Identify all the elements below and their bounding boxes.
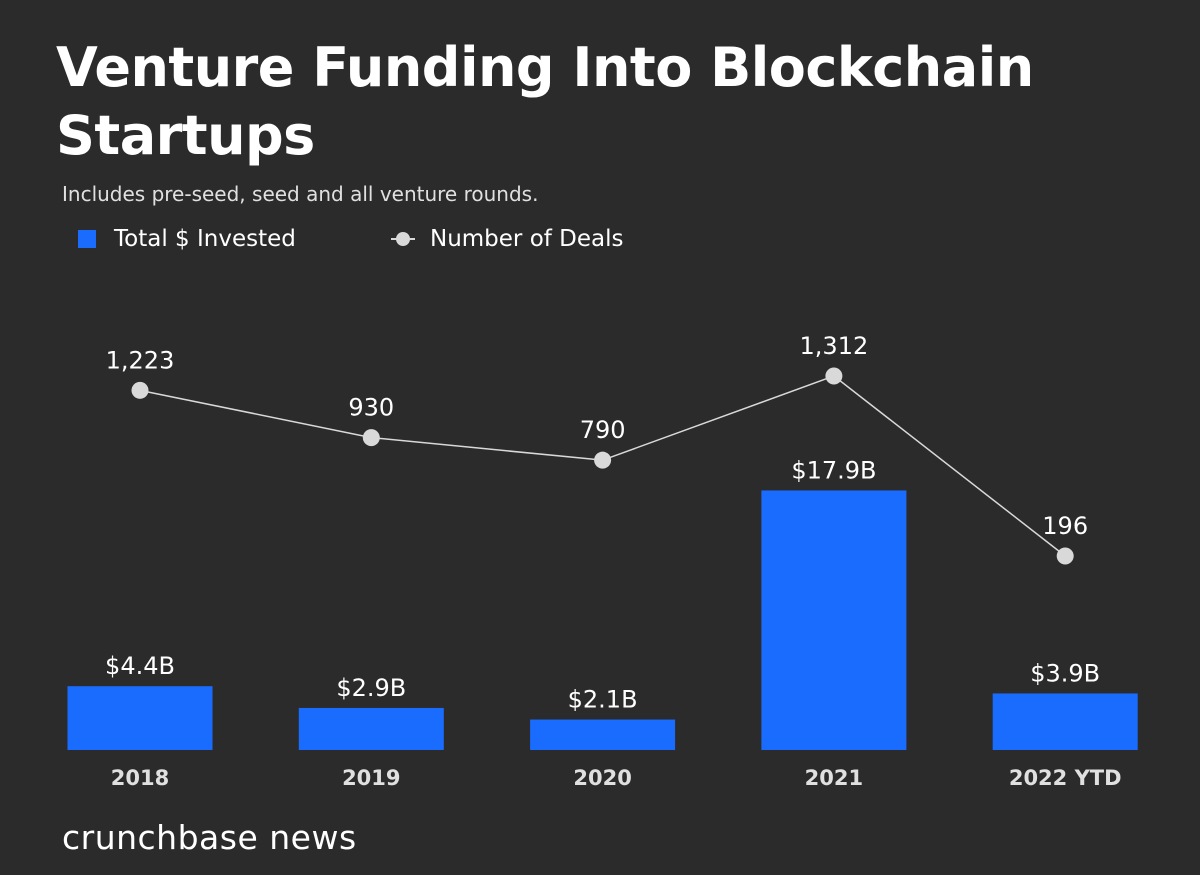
bar	[992, 693, 1138, 750]
bar-value-label: $2.1B	[568, 686, 638, 714]
legend-item-invested: Total $ Invested	[78, 226, 296, 252]
x-tick-label: 2019	[342, 766, 400, 790]
x-tick-label: 2021	[805, 766, 863, 790]
bar-value-label: $4.4B	[105, 652, 175, 680]
legend-item-deals: Number of Deals	[391, 226, 624, 252]
legend-label: Number of Deals	[430, 226, 624, 252]
bar	[67, 686, 213, 750]
deals-point	[1056, 547, 1074, 565]
bar	[298, 707, 444, 750]
legend-label: Total $ Invested	[114, 226, 296, 252]
deals-value-label: 196	[1042, 512, 1088, 540]
deals-value-label: 1,223	[106, 346, 175, 374]
deals-point	[362, 429, 380, 447]
bar-value-label: $2.9B	[336, 674, 406, 702]
deals-value-label: 790	[580, 416, 626, 444]
deals-value-label: 1,312	[800, 332, 869, 360]
legend-square-icon	[78, 230, 96, 248]
deals-point	[825, 367, 843, 385]
deals-value-label: 930	[348, 394, 394, 422]
deals-point	[594, 451, 612, 469]
chart-subtitle: Includes pre-seed, seed and all venture …	[62, 182, 539, 206]
x-tick-label: 2022 YTD	[1009, 766, 1122, 790]
chart-title: Venture Funding Into Blockchain Startups	[56, 36, 1034, 167]
legend-dot-icon	[391, 232, 415, 246]
bar-value-label: $3.9B	[1030, 659, 1100, 687]
bar	[761, 490, 907, 750]
x-tick-label: 2018	[111, 766, 169, 790]
crunchbase-news-logo: crunchbase news	[62, 818, 357, 857]
bar	[530, 719, 676, 750]
bar-value-label: $17.9B	[791, 456, 876, 484]
deals-point	[131, 381, 149, 399]
x-tick-label: 2020	[573, 766, 631, 790]
